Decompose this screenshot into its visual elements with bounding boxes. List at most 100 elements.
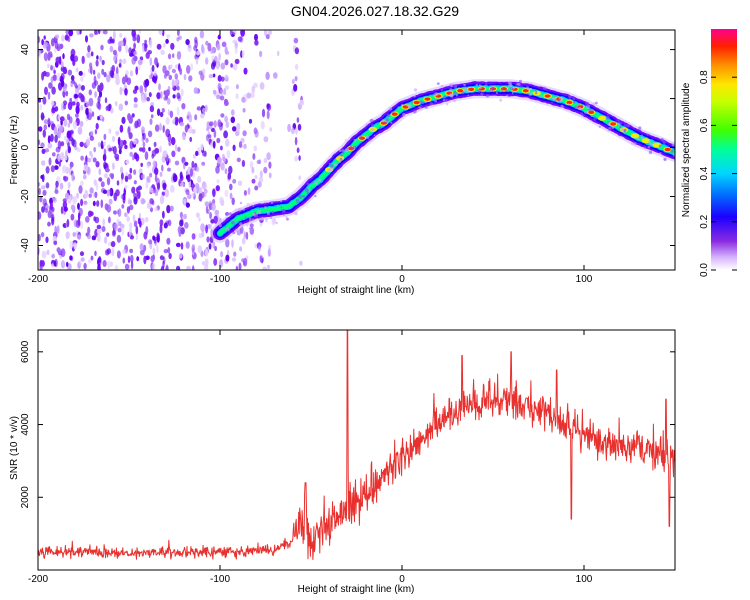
spectrogram-noise-blob	[293, 84, 298, 92]
spectrogram-noise-blob	[215, 165, 220, 174]
spectrogram-noise-blob	[205, 134, 210, 142]
spectrogram-noise-blob	[145, 137, 149, 143]
spectrogram-noise-blob	[80, 104, 84, 111]
spectrogram-noise-blob	[151, 263, 156, 270]
spectrogram-noise-blob	[51, 107, 56, 114]
spectrogram-halo-dot	[560, 104, 564, 108]
spectrogram-noise-blob	[82, 174, 87, 180]
spectrogram-noise-blob	[184, 222, 189, 229]
spectrogram-halo-dot	[463, 87, 468, 92]
spectrogram-noise-blob	[93, 30, 97, 36]
spectrogram-halo-dot	[365, 123, 368, 126]
spectrogram-noise-blob	[264, 30, 268, 37]
spectrogram-noise-blob	[163, 249, 168, 254]
snr-y-tick-label: 6000	[20, 340, 31, 363]
spectrogram-halo-dot	[490, 89, 493, 92]
snr-x-label: Height of straight line (km)	[298, 584, 415, 595]
spectrogram-noise-blob	[263, 166, 268, 174]
spectrogram-noise-blob	[225, 121, 230, 128]
spectrogram-noise-blob	[116, 234, 122, 243]
spectrogram-halo-dot	[580, 112, 584, 116]
spectrogram-noise-blob	[170, 184, 175, 193]
spectrogram-noise-blob	[63, 175, 66, 181]
spectrogram-noise-blob	[131, 57, 136, 65]
spectrogram-noise-blob	[133, 97, 138, 103]
spectrogram-halo-dot	[672, 153, 675, 157]
spectrogram-halo-dot	[442, 98, 446, 102]
spectrogram-noise-blob	[90, 130, 94, 137]
spectrogram-noise-blob	[192, 153, 196, 159]
spectrogram-noise-blob	[124, 144, 128, 150]
spectrogram-noise-blob	[133, 103, 138, 108]
spectrogram-noise-blob	[67, 142, 70, 149]
colorbar-tick-label: 0.0	[699, 263, 710, 277]
spectrogram-noise-blob	[116, 209, 120, 215]
spectrogram-halo-dot	[310, 187, 313, 189]
spectrogram-noise-blob	[147, 50, 152, 55]
spectrogram-noise-blob	[263, 136, 269, 143]
spectrogram-noise-blob	[41, 185, 46, 190]
spectrogram-noise-blob	[88, 107, 92, 114]
spectrogram-noise-blob	[72, 232, 76, 237]
spectrogram-noise-blob	[121, 227, 125, 236]
spectrogram-noise-blob	[299, 99, 304, 106]
spectrogram-hotspot-core	[468, 87, 475, 92]
spectrogram-halo-dot	[467, 94, 470, 97]
spectrogram-noise-blob	[44, 148, 50, 153]
spectrogram-noise-blob	[180, 242, 184, 250]
spectrogram-noise-blob	[116, 250, 121, 259]
spectrogram-noise-blob	[94, 191, 98, 198]
spectrogram-noise-blob	[257, 181, 262, 188]
spectrogram-noise-blob	[233, 251, 237, 257]
spectrogram-halo-dot	[384, 121, 388, 125]
spectrogram-noise-blob	[220, 251, 224, 258]
spectrogram-noise-blob	[103, 133, 107, 141]
spectrogram-noise-blob	[94, 250, 97, 256]
spectrogram-noise-blob	[137, 59, 143, 66]
spectrogram-noise-blob	[204, 201, 209, 207]
snr-x-tick-label: -200	[28, 574, 48, 585]
spectrogram-noise-blob	[241, 258, 245, 263]
spectrogram-noise-blob	[154, 147, 160, 154]
spectrogram-noise-blob	[167, 109, 171, 116]
spectrogram-noise-blob	[69, 255, 73, 261]
spectrogram-halo-dot	[401, 103, 403, 106]
spectrogram-noise-blob	[202, 150, 207, 157]
spectrogram-noise-blob	[62, 68, 68, 74]
spectrogram-noise-blob	[152, 160, 157, 168]
spectrogram-noise-blob	[243, 231, 247, 239]
spectrogram-noise-blob	[133, 50, 138, 56]
spectrogram-noise-blob	[254, 33, 258, 41]
spectrogram-noise-blob	[75, 220, 81, 228]
spectrogram-noise-blob	[121, 76, 126, 85]
spectrogram-noise-blob	[120, 194, 124, 200]
spectrogram-noise-blob	[201, 43, 204, 53]
spectrogram-noise-blob	[229, 30, 233, 35]
spectrogram-halo-dot	[225, 226, 230, 231]
spectrogram-noise-blob	[73, 93, 78, 99]
spectrogram-noise-blob	[131, 30, 136, 38]
spectrogram-halo-dot	[232, 231, 236, 235]
spectrogram-noise-blob	[94, 91, 97, 98]
spectrogram-noise-blob	[176, 106, 180, 116]
spectrogram-noise-blob	[138, 30, 141, 35]
spectrogram-halo-dot	[350, 145, 353, 148]
spectrogram-halo-dot	[640, 136, 644, 140]
spectrogram-noise-blob	[298, 175, 302, 181]
spectrogram-halo-dot	[436, 92, 439, 95]
spectrogram-noise-blob	[75, 105, 80, 115]
spectrogram-halo-dot	[592, 102, 596, 106]
spectrogram-noise-blob	[162, 124, 165, 133]
spectrogram-noise-blob	[89, 33, 94, 38]
spectrogram-noise-blob	[179, 219, 184, 227]
snr-y-ticks: 2000 4000 6000	[20, 340, 675, 508]
colorbar-ticks: 0.0 0.2 0.4 0.6 0.8	[699, 70, 737, 277]
spectrogram-noise-blob	[276, 50, 280, 57]
spectrogram-noise-blob	[186, 115, 190, 120]
spectrogram-noise-blob	[193, 186, 197, 194]
spectrogram-noise-blob	[101, 68, 105, 75]
spectrogram-noise-blob	[111, 248, 115, 257]
spectrogram-noise-blob	[62, 198, 67, 203]
spectrogram-noise-blob	[195, 212, 200, 218]
spectrogram-halo-dot	[542, 86, 547, 91]
